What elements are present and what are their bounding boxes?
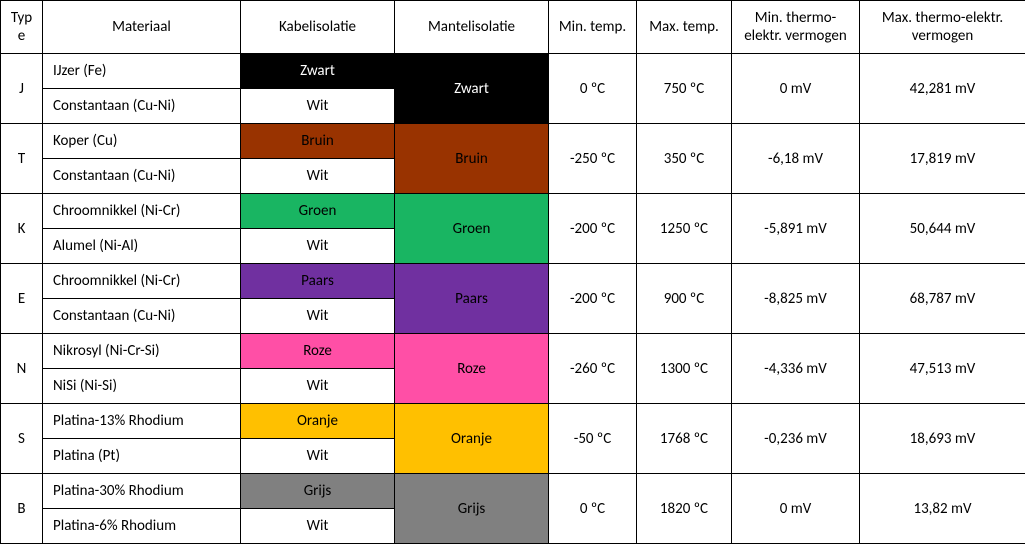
cell-kabel: Roze [241, 334, 395, 369]
cell-minv: -6,18 mV [732, 124, 860, 194]
cell-type: T [1, 124, 43, 194]
cell-maxtemp: 1820 ºC [637, 474, 732, 544]
cell-kabel: Wit [241, 369, 395, 404]
header-mantel: Mantelisolatie [395, 1, 549, 54]
header-materiaal: Materiaal [43, 1, 241, 54]
cell-material: Platina (Pt) [43, 439, 241, 474]
table-row: BPlatina-30% RhodiumGrijsGrijs0 ºC1820 º… [1, 474, 1025, 509]
cell-mintemp: -260 ºC [549, 334, 637, 404]
cell-mantel: Bruin [395, 124, 549, 194]
cell-type: B [1, 474, 43, 544]
header-kabel: Kabelisolatie [241, 1, 395, 54]
cell-material: Constantaan (Cu-Ni) [43, 159, 241, 194]
cell-kabel: Wit [241, 299, 395, 334]
table-body: JIJzer (Fe)ZwartZwart0 ºC750 ºC0 mV42,28… [1, 54, 1025, 544]
cell-material: Platina-6% Rhodium [43, 509, 241, 544]
cell-mintemp: -250 ºC [549, 124, 637, 194]
cell-kabel: Wit [241, 229, 395, 264]
table-row: EChroomnikkel (Ni-Cr)PaarsPaars-200 ºC90… [1, 264, 1025, 299]
cell-minv: -8,825 mV [732, 264, 860, 334]
cell-material: Constantaan (Cu-Ni) [43, 89, 241, 124]
table-row: TKoper (Cu)BruinBruin-250 ºC350 ºC-6,18 … [1, 124, 1025, 159]
cell-maxtemp: 900 ºC [637, 264, 732, 334]
cell-material: Nikrosyl (Ni-Cr-Si) [43, 334, 241, 369]
cell-mantel: Zwart [395, 54, 549, 124]
cell-minv: 0 mV [732, 474, 860, 544]
cell-kabel: Wit [241, 89, 395, 124]
cell-mantel: Groen [395, 194, 549, 264]
cell-minv: -4,336 mV [732, 334, 860, 404]
cell-material: IJzer (Fe) [43, 54, 241, 89]
cell-type: E [1, 264, 43, 334]
cell-maxv: 50,644 mV [860, 194, 1025, 264]
cell-mantel: Roze [395, 334, 549, 404]
cell-material: Chroomnikkel (Ni-Cr) [43, 264, 241, 299]
cell-mintemp: -200 ºC [549, 264, 637, 334]
cell-material: Alumel (Ni-Al) [43, 229, 241, 264]
table-row: NNikrosyl (Ni-Cr-Si)RozeRoze-260 ºC1300 … [1, 334, 1025, 369]
cell-maxv: 42,281 mV [860, 54, 1025, 124]
thermocouple-table: Typ e Materiaal Kabelisolatie Mantelisol… [0, 0, 1025, 544]
cell-kabel: Grijs [241, 474, 395, 509]
cell-maxtemp: 1250 ºC [637, 194, 732, 264]
cell-material: Koper (Cu) [43, 124, 241, 159]
cell-type: S [1, 404, 43, 474]
header-mintemp: Min. temp. [549, 1, 637, 54]
cell-type: N [1, 334, 43, 404]
cell-maxv: 47,513 mV [860, 334, 1025, 404]
cell-kabel: Wit [241, 439, 395, 474]
header-maxtemp: Max. temp. [637, 1, 732, 54]
cell-maxtemp: 750 ºC [637, 54, 732, 124]
cell-mantel: Oranje [395, 404, 549, 474]
cell-kabel: Paars [241, 264, 395, 299]
cell-type: K [1, 194, 43, 264]
cell-kabel: Wit [241, 509, 395, 544]
cell-maxv: 17,819 mV [860, 124, 1025, 194]
header-type: Typ e [1, 1, 43, 54]
cell-minv: 0 mV [732, 54, 860, 124]
cell-material: NiSi (Ni-Si) [43, 369, 241, 404]
cell-mantel: Paars [395, 264, 549, 334]
cell-mintemp: 0 ºC [549, 474, 637, 544]
cell-minv: -0,236 mV [732, 404, 860, 474]
cell-maxv: 68,787 mV [860, 264, 1025, 334]
header-maxv: Max. thermo-elektr. vermogen [860, 1, 1025, 54]
table-row: JIJzer (Fe)ZwartZwart0 ºC750 ºC0 mV42,28… [1, 54, 1025, 89]
table-header: Typ e Materiaal Kabelisolatie Mantelisol… [1, 1, 1025, 54]
cell-kabel: Zwart [241, 54, 395, 89]
cell-material: Platina-30% Rhodium [43, 474, 241, 509]
cell-kabel: Wit [241, 159, 395, 194]
cell-maxv: 18,693 mV [860, 404, 1025, 474]
cell-minv: -5,891 mV [732, 194, 860, 264]
cell-kabel: Oranje [241, 404, 395, 439]
cell-kabel: Groen [241, 194, 395, 229]
cell-material: Platina-13% Rhodium [43, 404, 241, 439]
table-row: SPlatina-13% RhodiumOranjeOranje-50 ºC17… [1, 404, 1025, 439]
cell-material: Constantaan (Cu-Ni) [43, 299, 241, 334]
header-minv: Min. thermo-elektr. vermogen [732, 1, 860, 54]
cell-mintemp: -200 ºC [549, 194, 637, 264]
cell-mintemp: -50 ºC [549, 404, 637, 474]
cell-maxtemp: 350 ºC [637, 124, 732, 194]
cell-mintemp: 0 ºC [549, 54, 637, 124]
cell-kabel: Bruin [241, 124, 395, 159]
cell-maxtemp: 1300 ºC [637, 334, 732, 404]
cell-mantel: Grijs [395, 474, 549, 544]
cell-type: J [1, 54, 43, 124]
cell-material: Chroomnikkel (Ni-Cr) [43, 194, 241, 229]
table-row: KChroomnikkel (Ni-Cr)GroenGroen-200 ºC12… [1, 194, 1025, 229]
cell-maxv: 13,82 mV [860, 474, 1025, 544]
cell-maxtemp: 1768 ºC [637, 404, 732, 474]
